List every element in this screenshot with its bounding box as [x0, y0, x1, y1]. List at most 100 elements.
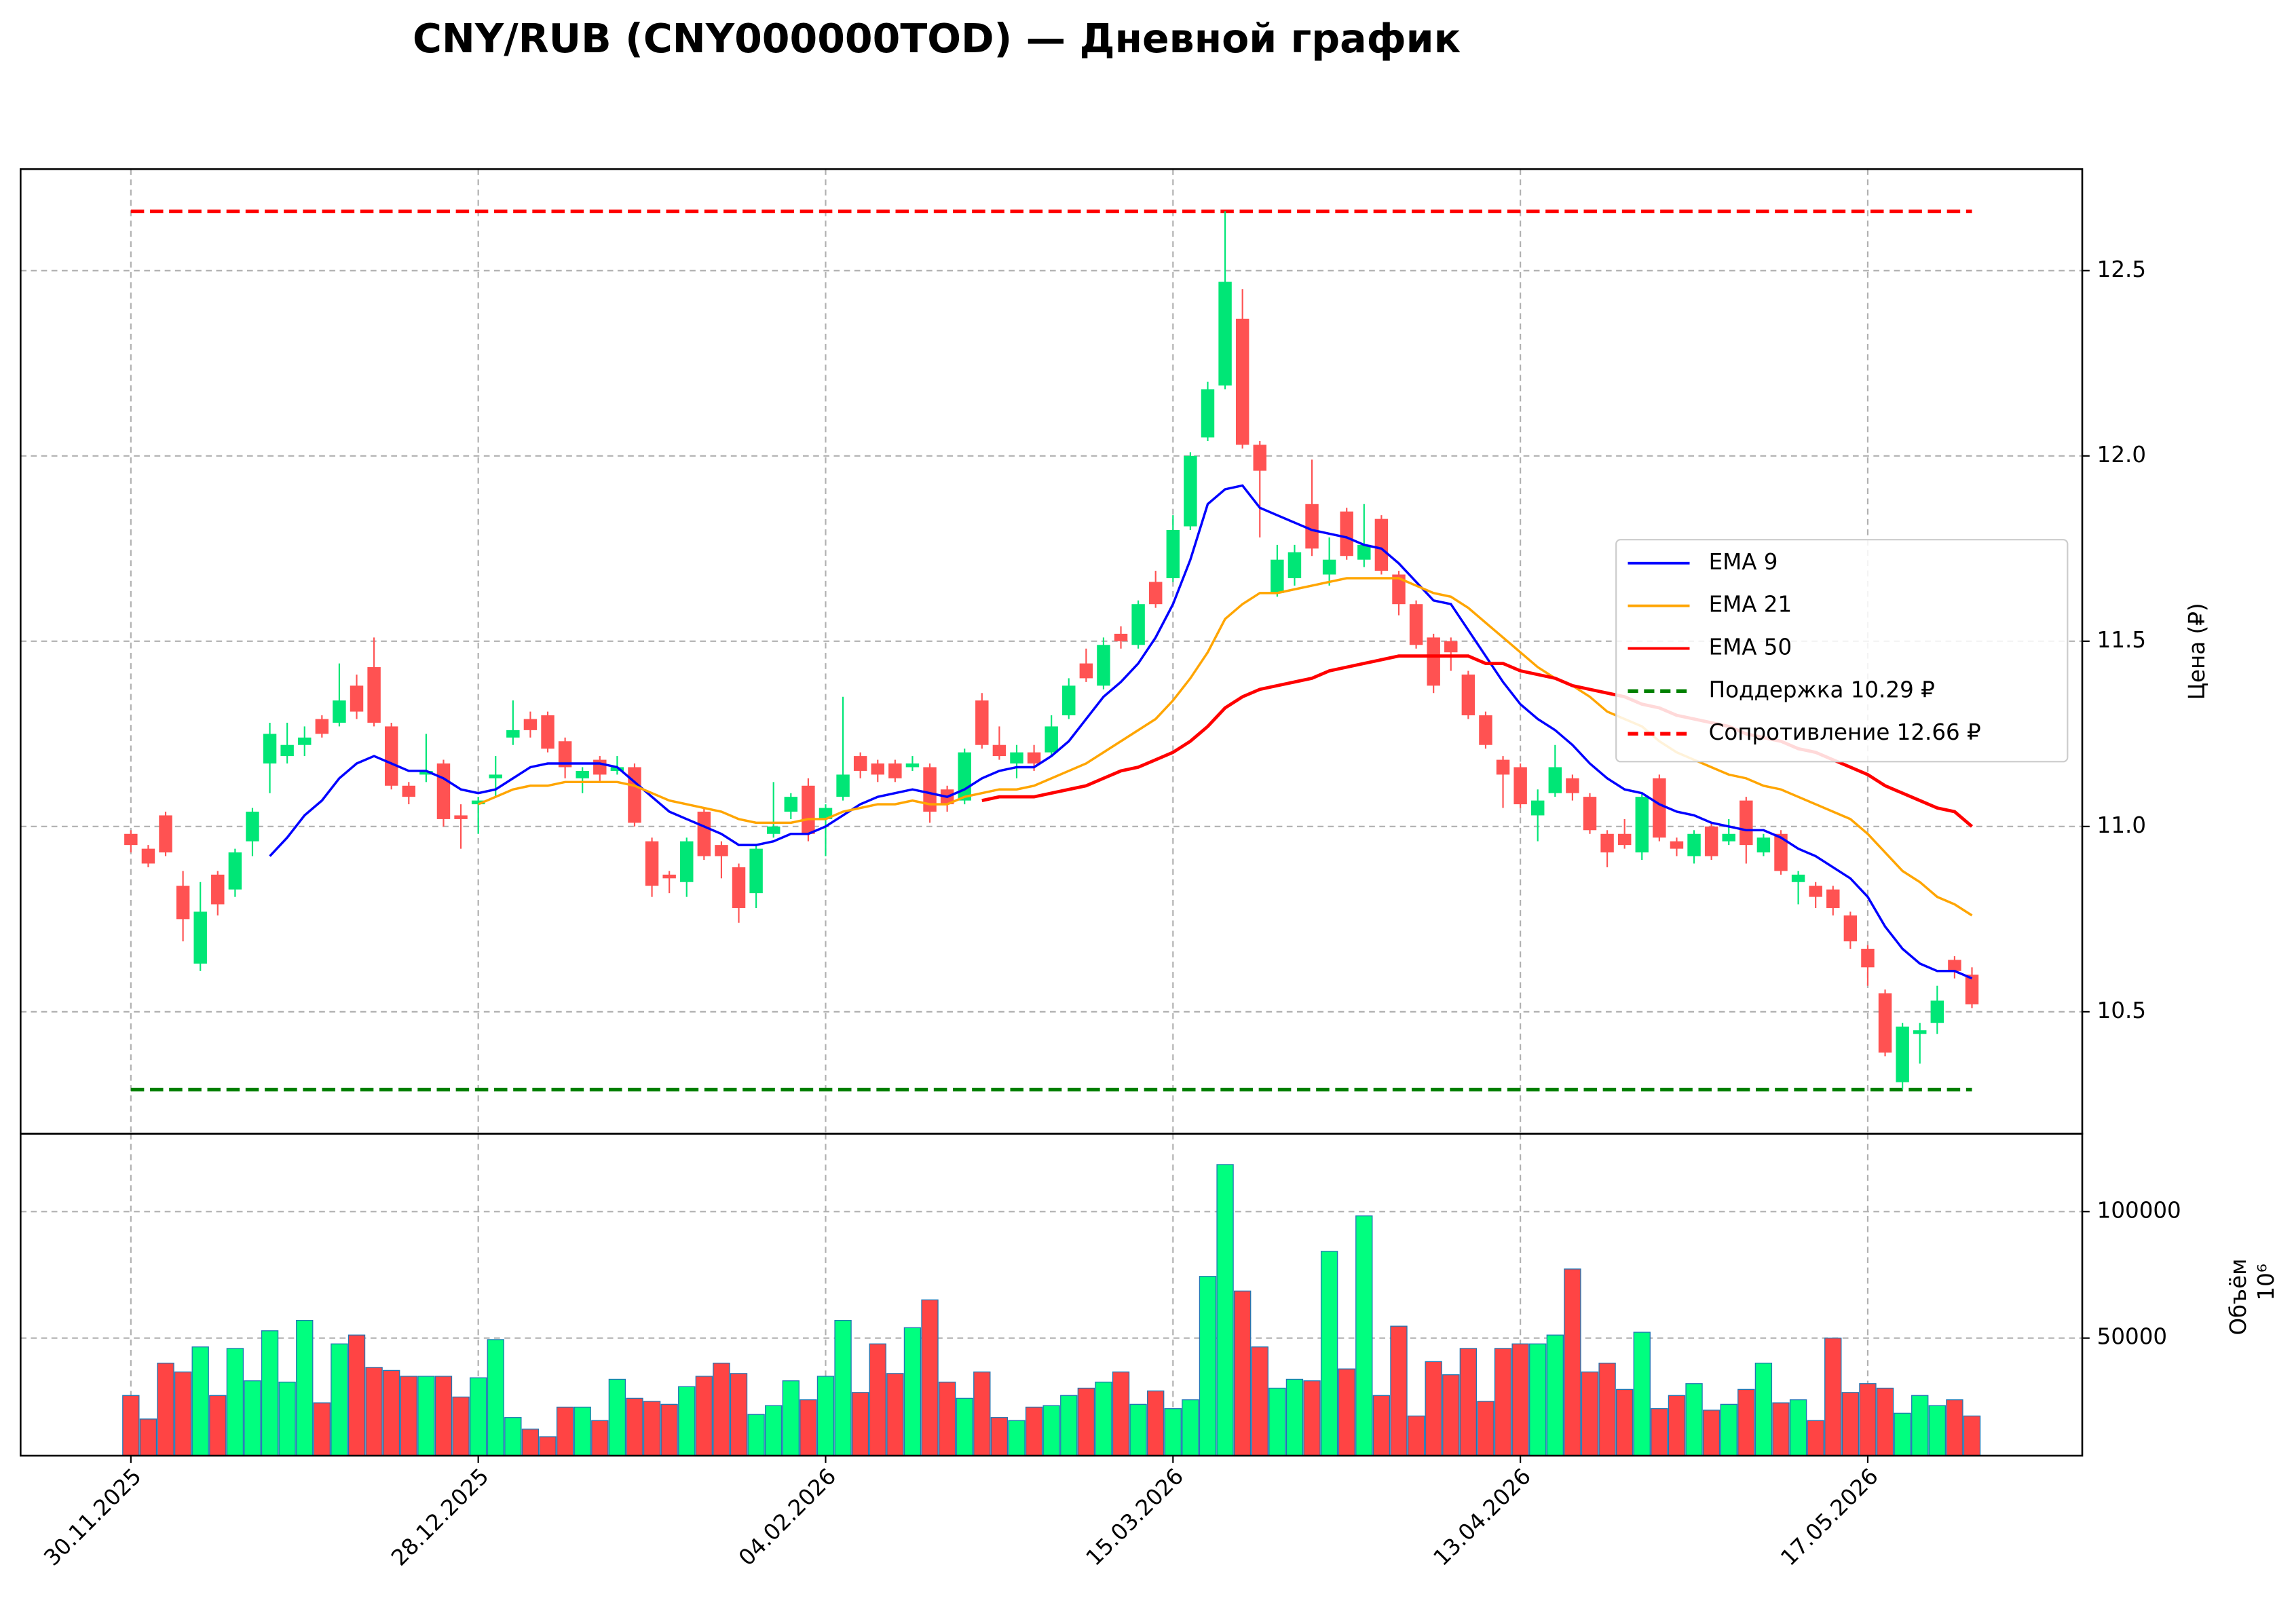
candle-body — [923, 767, 937, 812]
volume-bar — [678, 1386, 696, 1456]
volume-bar — [487, 1339, 504, 1456]
candle-body — [384, 726, 398, 786]
candle-body — [1791, 874, 1805, 882]
candle-body — [1131, 604, 1145, 645]
candle-body — [402, 785, 416, 797]
volume-bar — [921, 1299, 939, 1456]
y-tick-label: 10.5 — [2097, 998, 2146, 1023]
candle-body — [836, 774, 850, 797]
volume-bar — [1477, 1401, 1494, 1456]
candle-body — [1461, 674, 1475, 716]
y-tick-label: 100000 — [2097, 1197, 2181, 1223]
candle-body — [176, 886, 190, 920]
candle-body — [1027, 752, 1041, 764]
volume-bar — [209, 1395, 227, 1456]
volume-bar — [1494, 1348, 1512, 1456]
volume-bar — [1824, 1338, 1842, 1456]
volume-bar — [1564, 1268, 1581, 1456]
candle-body — [975, 700, 989, 745]
legend-label: EMA 21 — [1709, 592, 1792, 618]
volume-bar — [765, 1405, 783, 1456]
volume-bar — [1651, 1408, 1668, 1456]
candle-body — [1513, 767, 1527, 805]
candle-body — [1079, 663, 1093, 679]
candle-body — [1374, 518, 1389, 571]
candle-body — [1287, 552, 1302, 578]
candle-body — [159, 815, 172, 853]
candle-body — [141, 848, 155, 864]
candle-body — [315, 719, 329, 734]
volume-bar — [331, 1343, 348, 1456]
y-tick-label: 11.0 — [2097, 812, 2146, 838]
volume-bar — [886, 1373, 904, 1456]
legend-label: Сопротивление 12.66 ₽ — [1709, 719, 1981, 745]
volume-bar — [903, 1327, 922, 1456]
volume-bar — [1737, 1389, 1755, 1456]
candle-body — [1704, 826, 1718, 856]
volume-bar — [816, 1376, 835, 1456]
volume-bar — [347, 1334, 366, 1456]
candle-body — [228, 852, 242, 890]
candle-body — [1600, 833, 1614, 853]
candle-body — [1114, 633, 1128, 641]
volume-bar — [1772, 1402, 1790, 1456]
volume-bar — [174, 1371, 192, 1456]
candle-body — [1740, 800, 1753, 846]
candle-body — [1010, 752, 1023, 764]
volume-bar — [747, 1414, 765, 1456]
candle-body — [1097, 645, 1110, 686]
volume-bar — [1911, 1395, 1929, 1456]
volume-bar — [695, 1376, 713, 1456]
legend-label: EMA 50 — [1709, 635, 1792, 660]
candle-body — [1843, 915, 1858, 942]
candle-body — [1340, 511, 1353, 556]
legend-label: EMA 9 — [1709, 549, 1778, 575]
candle-body — [1062, 685, 1076, 716]
candle-body — [263, 734, 277, 764]
volume-bar — [1164, 1408, 1182, 1456]
volume-bar — [1789, 1399, 1807, 1456]
volume-bar — [1077, 1387, 1095, 1456]
volume-bar — [1615, 1389, 1634, 1456]
volume-bar — [1598, 1362, 1616, 1456]
volume-bar — [1754, 1362, 1773, 1456]
candle-body — [610, 767, 624, 771]
candle-body — [541, 715, 554, 749]
y-axis-label: Цена (₽) — [2184, 603, 2210, 700]
candle-body — [1896, 1026, 1909, 1082]
volume-bar — [1355, 1215, 1373, 1456]
candle-body — [1548, 767, 1562, 793]
volume-bar — [1129, 1403, 1147, 1456]
volume-bar — [383, 1370, 400, 1456]
legend: EMA 9 EMA 21 EMA 50 Поддержка 10.29 ₽ Сопрот… — [1615, 539, 2069, 763]
candle-body — [1357, 544, 1371, 560]
volume-bar — [851, 1392, 869, 1456]
volume-bar — [938, 1381, 956, 1456]
volume-bar — [1285, 1378, 1304, 1456]
candle-body — [1809, 886, 1822, 897]
candle-body — [1635, 797, 1649, 853]
candle-body — [1566, 778, 1579, 793]
volume-bar — [1668, 1395, 1686, 1456]
candle-body — [1722, 833, 1735, 842]
volume-bar — [365, 1367, 383, 1456]
volume-bar — [1876, 1387, 1894, 1456]
candle-body — [732, 867, 746, 908]
candle-body — [367, 667, 381, 723]
volume-bar — [574, 1406, 591, 1456]
volume-axis-label: Объём — [2225, 1258, 2251, 1335]
volume-bar — [1390, 1325, 1408, 1456]
candle-body — [1253, 445, 1266, 471]
volume-bar — [1233, 1290, 1252, 1456]
candle-body — [1530, 800, 1545, 816]
candle-body — [905, 763, 920, 768]
candle-body — [1444, 641, 1458, 653]
volume-bar — [1008, 1420, 1026, 1456]
volume-bar — [1407, 1415, 1425, 1456]
volume-bar — [1546, 1334, 1564, 1456]
candle-body — [628, 767, 641, 823]
volume-bar — [1894, 1412, 1911, 1456]
candle-body — [1305, 504, 1319, 549]
volume-bar — [1199, 1276, 1217, 1456]
volume-bar — [1095, 1381, 1112, 1456]
